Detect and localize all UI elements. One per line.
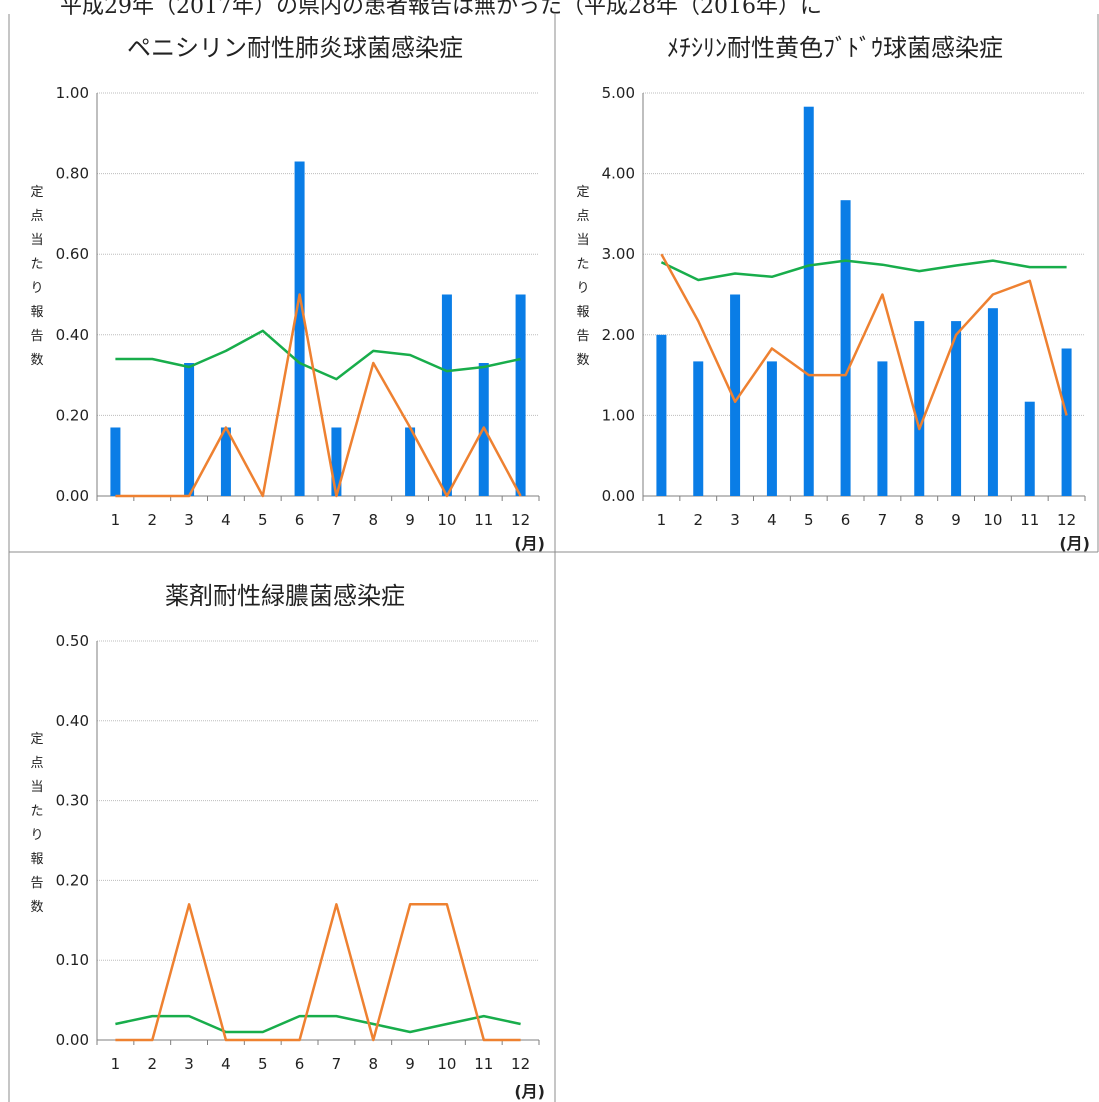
chart-panel-penicillin: ペニシリン耐性肺炎球菌感染症 0.00 0.20 0.40 0.60 0.80 1.00 定点… <box>30 34 545 553</box>
bar <box>405 427 416 496</box>
y-tick-label: 0.00 <box>56 1031 89 1049</box>
bar <box>220 427 231 496</box>
x-tick-label: 6 <box>295 1055 305 1073</box>
x-tick-label: 12 <box>511 511 530 529</box>
y-tick-label: 0.50 <box>56 632 89 650</box>
x-tick-label: 11 <box>474 511 493 529</box>
bar <box>877 361 888 496</box>
x-tick-label: 1 <box>111 1055 121 1073</box>
x-tick-label: 3 <box>184 511 194 529</box>
y-tick-label: 2.00 <box>602 326 635 344</box>
chart-title: ﾒﾁｼﾘﾝ耐性黄色ﾌﾞﾄﾞｳ球菌感染症 <box>667 34 1003 62</box>
bar <box>914 321 925 496</box>
bar <box>1024 401 1035 496</box>
y-tick-label: 0.20 <box>56 406 89 424</box>
x-tick-label: 2 <box>147 511 157 529</box>
y-tick-label: 0.40 <box>56 712 89 730</box>
x-tick-label: 11 <box>474 1055 493 1073</box>
top-caption: 平成29年（2017年）の県内の患者報告は無かった（平成28年（2016年）に <box>60 0 822 19</box>
x-tick-label: 8 <box>368 1055 378 1073</box>
y-tick-label: 0.00 <box>602 487 635 505</box>
chart-panel-mrsa: ﾒﾁｼﾘﾝ耐性黄色ﾌﾞﾄﾞｳ球菌感染症 0.00 1.00 2.00 3.00 4.00 5… <box>576 34 1090 553</box>
x-tick-label: 7 <box>878 511 888 529</box>
orange-series-line <box>115 293 522 498</box>
x-tick-label: 3 <box>730 511 740 529</box>
y-tick-label: 0.10 <box>56 951 89 969</box>
y-tick-label: 0.40 <box>56 326 89 344</box>
bar <box>294 161 305 496</box>
x-tick-label: 5 <box>804 511 814 529</box>
bar <box>110 427 121 496</box>
y-tick-label: 1.00 <box>56 84 89 102</box>
x-tick-label: 9 <box>405 511 415 529</box>
x-tick-label: 6 <box>841 511 851 529</box>
bar <box>656 334 667 496</box>
bar <box>515 294 526 496</box>
bar <box>951 321 962 496</box>
x-tick-label: 10 <box>437 1055 456 1073</box>
bar <box>987 308 998 496</box>
x-tick-label: 5 <box>258 1055 268 1073</box>
x-axis-unit: (月) <box>514 1082 545 1101</box>
x-tick-label: 2 <box>147 1055 157 1073</box>
x-tick-label: 10 <box>983 511 1002 529</box>
chart-panel-pseudomonas: 薬剤耐性緑膿菌感染症 0.00 0.10 0.20 0.30 0.40 0.50 定点当たり報… <box>30 582 545 1101</box>
y-tick-label: 5.00 <box>602 84 635 102</box>
x-tick-label: 8 <box>368 511 378 529</box>
y-tick-label: 0.20 <box>56 871 89 889</box>
bar <box>730 294 741 496</box>
y-tick-label: 3.00 <box>602 245 635 263</box>
x-tick-label: 7 <box>332 1055 342 1073</box>
y-tick-label: 0.30 <box>56 792 89 810</box>
x-tick-label: 1 <box>111 511 121 529</box>
x-tick-label: 1 <box>657 511 667 529</box>
bar <box>840 200 851 496</box>
x-tick-label: 5 <box>258 511 268 529</box>
bar <box>803 106 814 497</box>
y-tick-label: 0.80 <box>56 165 89 183</box>
green-series-line <box>660 259 1067 282</box>
x-tick-label: 6 <box>295 511 305 529</box>
y-tick-label: 4.00 <box>602 165 635 183</box>
x-tick-label: 11 <box>1020 511 1039 529</box>
y-axis-label: 定点当たり報告数 <box>576 185 589 368</box>
orange-series-line <box>115 903 521 1042</box>
x-tick-label: 3 <box>184 1055 194 1073</box>
x-tick-label: 4 <box>221 511 231 529</box>
bar <box>441 294 452 496</box>
y-tick-label: 0.60 <box>56 245 89 263</box>
chart-title: ペニシリン耐性肺炎球菌感染症 <box>127 34 463 62</box>
orange-series-line <box>660 253 1068 431</box>
x-tick-label: 2 <box>693 511 703 529</box>
x-tick-label: 9 <box>951 511 961 529</box>
bar <box>1061 348 1072 496</box>
x-tick-label: 9 <box>405 1055 415 1073</box>
x-axis-unit: (月) <box>1059 534 1090 553</box>
bar <box>693 361 704 496</box>
x-tick-label: 4 <box>221 1055 231 1073</box>
green-series-line <box>115 329 521 381</box>
x-tick-label: 10 <box>437 511 456 529</box>
x-tick-label: 12 <box>511 1055 530 1073</box>
y-tick-label: 0.00 <box>56 487 89 505</box>
x-tick-label: 8 <box>914 511 924 529</box>
x-axis-unit: (月) <box>514 534 545 553</box>
bar <box>766 361 777 496</box>
bar <box>184 363 195 496</box>
y-axis-label: 定点当たり報告数 <box>30 732 43 915</box>
x-tick-label: 7 <box>332 511 342 529</box>
x-tick-label: 12 <box>1057 511 1076 529</box>
bar <box>331 427 342 496</box>
x-tick-label: 4 <box>767 511 777 529</box>
chart-title: 薬剤耐性緑膿菌感染症 <box>165 582 405 610</box>
panel-frames <box>8 14 1099 1102</box>
y-tick-label: 1.00 <box>602 406 635 424</box>
y-axis-label: 定点当たり報告数 <box>30 185 43 368</box>
green-series-line <box>115 1014 521 1034</box>
